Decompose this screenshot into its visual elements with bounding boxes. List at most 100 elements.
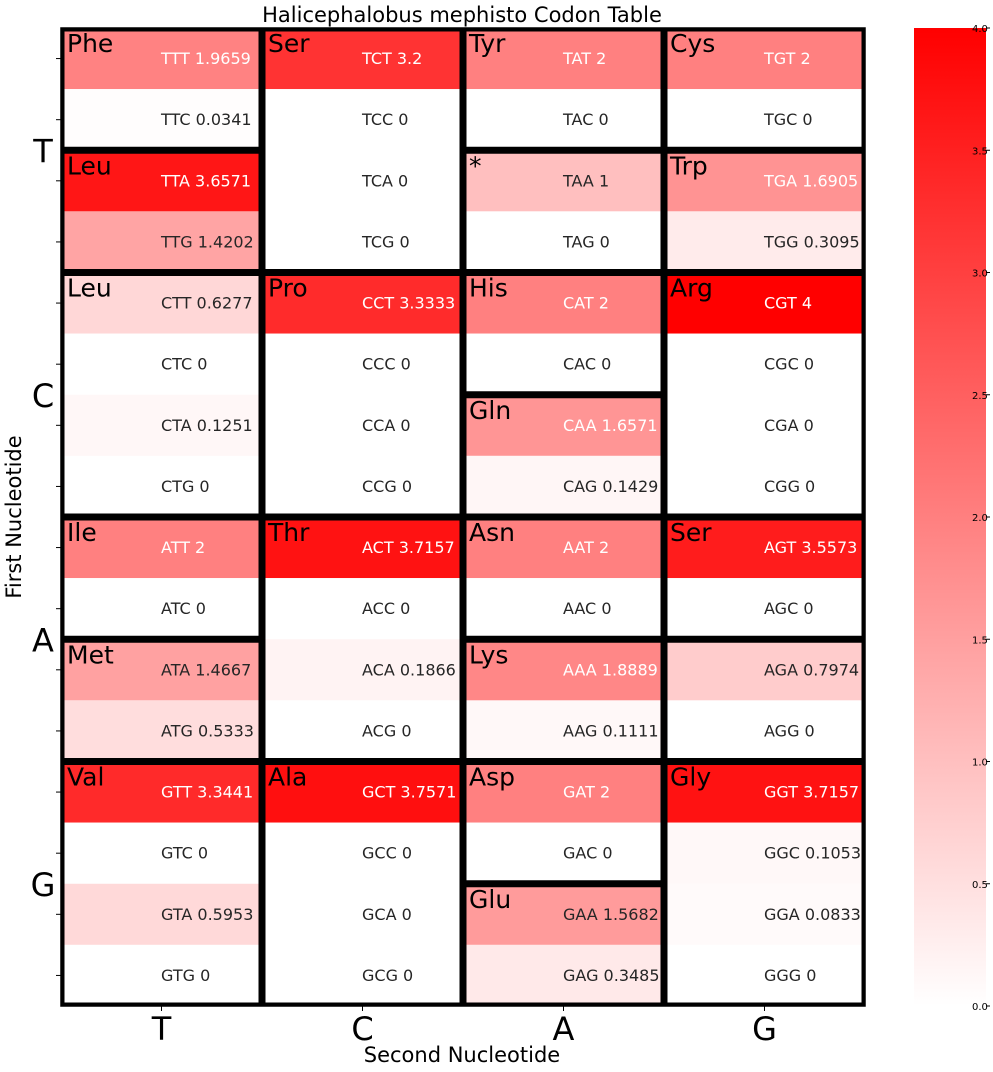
codon-cell-ACG: [262, 700, 463, 762]
y-tick-label-T: T: [32, 132, 53, 170]
codon-label-GCA: GCA 0: [362, 905, 412, 924]
codon-label-CGT: CGT 4: [764, 294, 812, 313]
aa-group-box: [60, 149, 263, 273]
aa-group-box: [663, 272, 866, 518]
aa-label: Met: [67, 640, 114, 669]
codon-label-TAG: TAG 0: [562, 232, 610, 251]
codon-label-TAA: TAA 1: [562, 171, 609, 190]
codon-cell-CAC: [463, 333, 664, 395]
codon-label-ATC: ATC 0: [161, 599, 206, 618]
codon-cell-CTC: [61, 333, 262, 395]
aa-label: Asn: [469, 518, 515, 547]
codon-label-TGA: TGA 1.6905: [763, 171, 858, 190]
aa-group-box: [462, 516, 665, 640]
y-tick-label-G: G: [31, 866, 56, 904]
colorbar: 0.0 0.5 1.0 1.5 2.0 2.5 3.0 3.5 4.0: [914, 24, 990, 1013]
codon-label-GCG: GCG 0: [362, 966, 413, 985]
x-axis-title: Second Nucleotide: [364, 1043, 560, 1067]
codon-cell-AAT: [463, 517, 664, 579]
aa-label: His: [469, 274, 508, 303]
codon-label-TTA: TTA 3.6571: [160, 171, 251, 190]
codon-label-AAT: AAT 2: [563, 538, 609, 557]
aa-group-box: [462, 272, 665, 396]
y-axis-title: First Nucleotide: [2, 435, 26, 598]
codon-label-ACC: ACC 0: [362, 599, 410, 618]
colorbar-gradient: [914, 28, 986, 1006]
aa-group-box: [462, 761, 665, 885]
codon-cell-TCC: [262, 89, 463, 151]
codon-label-TTT: TTT 1.9659: [160, 49, 251, 68]
codon-cell-AGT: [664, 517, 865, 579]
aa-group-box: [462, 27, 665, 151]
aa-group-box: [261, 761, 464, 1007]
codon-cell-CCA: [262, 394, 463, 456]
aa-group-box: [261, 27, 464, 273]
colorbar-tick-label: 1.5: [972, 635, 988, 646]
aa-label: Thr: [267, 518, 310, 547]
codon-label-CGC: CGC 0: [764, 355, 814, 374]
codon-cell-AGC: [664, 578, 865, 640]
codon-cell-GTC: [61, 822, 262, 884]
codon-cell-GCT: [262, 761, 463, 823]
codon-cell-GCG: [262, 944, 463, 1006]
aa-label: Tyr: [468, 29, 506, 58]
codon-cell-ACT: [262, 517, 463, 579]
codon-cell-CTA: [61, 394, 262, 456]
x-tick-label-A: A: [553, 1010, 575, 1048]
codon-label-ATG: ATG 0.5333: [161, 721, 254, 740]
codon-label-AAC: AAC 0: [563, 599, 612, 618]
aa-group-box: [60, 638, 263, 762]
codon-label-CAT: CAT 2: [563, 294, 609, 313]
codon-cell-AAG: [463, 700, 664, 762]
codon-label-ATA: ATA 1.4667: [161, 660, 251, 679]
codon-label-CAG: CAG 0.1429: [563, 477, 658, 496]
codon-cell-GAC: [463, 822, 664, 884]
codon-cell-TTG: [61, 211, 262, 273]
aa-label: Lys: [469, 640, 508, 669]
codon-cell-ACA: [262, 639, 463, 701]
codon-cell-GAT: [463, 761, 664, 823]
aa-label: Asp: [469, 763, 515, 792]
codon-label-GGA: GGA 0.0833: [764, 905, 861, 924]
codon-cell-GAA: [463, 883, 664, 945]
codon-cell-CTG: [61, 455, 262, 517]
aa-label: Gln: [469, 396, 511, 425]
codon-cell-TCG: [262, 211, 463, 273]
codon-cell-TAT: [463, 28, 664, 90]
codon-cell-CGT: [664, 272, 865, 334]
aa-label: Ala: [268, 763, 307, 792]
codon-cell-GGG: [664, 944, 865, 1006]
codon-cell-AGG: [664, 700, 865, 762]
codon-label-AGG: AGG 0: [764, 721, 815, 740]
codon-cell-ATT: [61, 517, 262, 579]
codon-cell-CAA: [463, 394, 664, 456]
colorbar-tick-label: 0.5: [972, 880, 988, 891]
codon-cell-TGA: [664, 150, 865, 212]
aa-label: Val: [67, 763, 104, 792]
codon-label-TTC: TTC 0.0341: [160, 110, 252, 129]
codon-cell-GTT: [61, 761, 262, 823]
codon-label-TGG: TGG 0.3095: [763, 232, 860, 251]
aa-label: Ile: [67, 518, 97, 547]
codon-label-GTC: GTC 0: [161, 844, 208, 863]
x-tick-label-G: G: [752, 1010, 777, 1048]
codon-cell-ACC: [262, 578, 463, 640]
y-tick-label-C: C: [32, 377, 54, 415]
aa-group-box: [261, 272, 464, 518]
codon-label-GAC: GAC 0: [563, 844, 613, 863]
codon-cell-CGC: [664, 333, 865, 395]
codon-label-GTA: GTA 0.5953: [161, 905, 253, 924]
codon-label-GTG: GTG 0: [161, 966, 210, 985]
codon-label-CCT: CCT 3.3333: [362, 294, 455, 313]
codon-cell-TCA: [262, 150, 463, 212]
aa-label: Ser: [268, 29, 310, 58]
aa-group-box: [60, 272, 263, 518]
aa-group-box: [462, 149, 665, 273]
aa-group-box: [663, 761, 866, 1007]
codon-label-CGG: CGG 0: [764, 477, 815, 496]
codon-label-TCA: TCA 0: [361, 171, 408, 190]
codon-label-CTG: CTG 0: [161, 477, 210, 496]
codon-label-GAG: GAG 0.3485: [563, 966, 660, 985]
codon-cell-TGC: [664, 89, 865, 151]
